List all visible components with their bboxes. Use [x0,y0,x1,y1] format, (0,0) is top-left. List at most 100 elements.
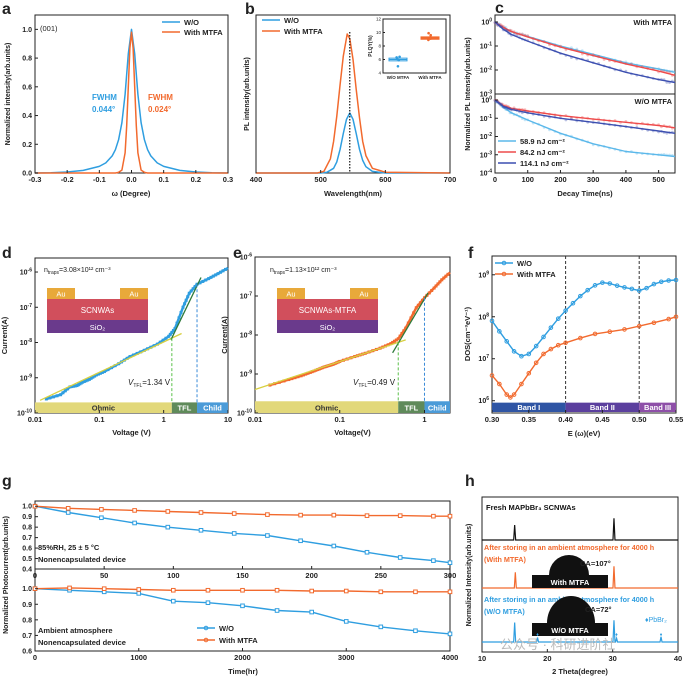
f-x-tick-label: 0.55 [669,415,684,424]
g-x-tick-label: 3000 [338,653,355,662]
inset-frame [383,19,446,73]
g-y-tick-label: 0.6 [22,649,32,656]
a-x-tick-label: 0.3 [223,175,233,184]
c-y-tick-label: 10-2 [480,132,492,141]
panel-letter: a [2,1,11,18]
marker-wo [448,632,452,636]
vtfl-annotation-sub: TFL [133,383,142,389]
f-y-tick-base: 10 [478,356,486,363]
inset-point [427,32,430,35]
electrode-label: Au [286,290,295,299]
c-y-tick-exp: -1 [488,114,493,120]
marker-wo [241,604,245,608]
legend-mtfa-label: With MTFA [517,270,556,279]
d-y-tick-label: 10-8 [20,338,32,347]
marker-wo [66,511,70,515]
panel-letter: h [465,473,475,490]
region-label: Ohmic [315,404,338,413]
fwhm-label: FWHM [92,93,117,102]
f-y-tick-exp: 6 [486,396,489,402]
trace-label: After storing in an ambient atmosphere f… [484,543,654,552]
d-x-tick-label: 1 [162,415,166,424]
e-y-tick-exp: -8 [248,331,253,337]
substrate-label: SiO₂ [320,323,336,332]
d-y-tick-base: 10 [20,340,28,347]
region-label: Ohmic [92,404,115,413]
c-y-tick-base: 10 [480,116,488,123]
fwhm-value: 0.044° [92,105,115,114]
region-label: Child [203,404,222,413]
c-y-tick-exp: 0 [489,18,492,24]
legend-mtfa-label: With MTFA [284,27,323,36]
x-axis-label: Wavelength(nm) [324,189,383,198]
f-y-tick-exp: 9 [486,270,489,276]
b-x-tick-label: 500 [314,175,327,184]
ntraps-annotation-value: =3.08×10¹² cm⁻³ [59,267,111,274]
droplet-label: With MTFA [551,578,590,587]
g-y-tick-label: 0.4 [22,567,32,574]
inset-tick-label: 12 [376,17,382,22]
ntraps-annotation-sub: traps [48,270,60,276]
e-y-tick-label: 10-8 [240,331,252,340]
g-x-tick-label: 150 [236,571,249,580]
f-x-tick-label: 0.30 [485,415,500,424]
tfl-fit-line [171,278,201,340]
d-y-tick-label: 10-7 [20,303,32,312]
y-axis-label: Normalized PL Intensity(arb.units) [465,37,472,150]
marker-mtfa [206,588,210,592]
marker-wo [310,610,314,614]
x-axis-label: E (ω)(eV) [568,429,601,438]
marker-mtfa [344,589,348,593]
marker-mtfa [232,512,236,516]
c-y-tick-exp: -3 [488,150,493,156]
e-y-tick-base: 10 [240,294,248,301]
plot-f-frame [492,256,676,413]
b-x-tick-label: 600 [379,175,392,184]
g-y-tick-label: 1.0 [22,504,32,511]
c-x-tick-label: 100 [521,175,534,184]
marker-mtfa [398,514,402,518]
a-y-tick-label: 0.8 [22,56,32,63]
electrode-label: Au [129,290,138,299]
condition-note: Nonencapsulated device [38,638,126,647]
g-y-tick-label: 0.6 [22,546,32,553]
g-y-tick-label: 0.9 [22,514,32,521]
g-y-tick-label: 0.7 [22,535,32,542]
region-label: TFL [404,404,418,413]
marker-mtfa [448,514,452,518]
iv-curve [46,268,228,399]
x-axis-label: Time(hr) [228,667,258,676]
c-x-tick-label: 0 [493,175,497,184]
c-y-tick-base: 10 [480,152,488,159]
f-x-tick-label: 0.50 [632,415,647,424]
pbbr2-marker: ♦ [660,632,663,638]
f-y-tick-exp: 7 [486,354,489,360]
d-x-tick-label: 10 [224,415,232,424]
pbbr2-marker: ♦ [615,632,618,638]
region-label: Child [428,404,447,413]
inset-y-label: PLQY(%) [368,35,374,57]
e-y-tick-exp: -6 [248,253,253,259]
c-y-tick-base: 10 [481,20,489,27]
vtfl-annotation: VTFL=0.49 V [353,378,396,389]
marker-wo [275,609,279,613]
g-x-tick-label: 50 [100,571,108,580]
ohmic-fit-line [40,334,182,401]
e-y-tick-exp: -10 [245,409,252,415]
g-y-tick-label: 1.0 [22,586,32,593]
d-y-tick-base: 10 [20,270,28,277]
g-y-tick-label: 0.5 [22,556,32,563]
x-axis-label: Decay Time(ns) [557,189,613,198]
series-wo [492,280,676,356]
c-x-tick-label: 200 [554,175,567,184]
legend-wo-label: W/O [284,16,299,25]
trace-label: (With MTFA) [484,555,526,564]
y-axis-label: Current(A) [220,316,229,354]
fit-c_low [495,22,675,72]
a-y-tick-label: 0.6 [22,84,32,91]
ntraps-annotation: ntraps=1.13×10¹² cm⁻³ [270,267,337,276]
e-y-tick-base: 10 [240,372,248,379]
d-y-tick-exp: -8 [28,338,33,344]
series-mtfa [256,34,450,173]
marker-mtfa [199,511,203,515]
